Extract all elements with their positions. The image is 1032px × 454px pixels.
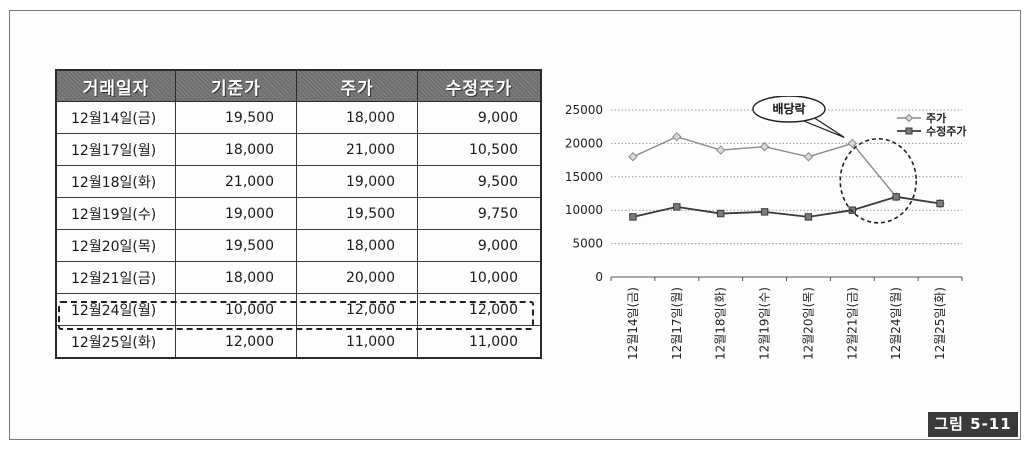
cell-base-price: 21,000	[175, 165, 297, 198]
series-line-2	[632, 195, 941, 218]
header-base-price: 기준가	[175, 69, 297, 102]
header-adjusted-price: 수정주가	[417, 69, 542, 102]
cell-price: 19,000	[296, 165, 418, 198]
cell-price: 12,000	[296, 293, 418, 326]
annotation-dashed-circle	[839, 138, 918, 224]
table-header-row: 거래일자 기준가 주가 수정주가	[55, 69, 542, 102]
cell-adjusted-price: 9,000	[417, 229, 542, 262]
cell-adjusted-price: 9,000	[417, 101, 542, 134]
cell-trade-date: 12월20일(목)	[55, 229, 176, 262]
legend-label-1: 주가	[926, 111, 946, 125]
x-tick-label: 12월20일(목)	[801, 287, 815, 360]
annotation-label: 배당락	[772, 101, 805, 116]
cell-price: 21,000	[296, 133, 418, 166]
y-tick-label: 0	[595, 270, 603, 284]
cell-trade-date: 12월14일(금)	[55, 101, 176, 134]
series-2-point	[892, 193, 900, 201]
cell-trade-date: 12월21일(금)	[55, 261, 176, 294]
cell-adjusted-price: 12,000	[417, 293, 542, 326]
cell-base-price: 18,000	[175, 261, 297, 294]
series-2-point	[673, 203, 681, 211]
series-1-point	[847, 138, 858, 149]
series-2-point	[716, 209, 725, 218]
cell-adjusted-price: 10,000	[417, 261, 542, 294]
cell-price: 18,000	[296, 101, 418, 134]
series-line-1	[632, 135, 941, 205]
line-chart: 0 5000 10000 15000 20000 25000 12월14일(금) 12월17일…	[565, 95, 966, 360]
cell-trade-date: 12월25일(화)	[55, 325, 176, 359]
x-tick-label: 12월21일(금)	[845, 287, 859, 360]
cell-price: 18,000	[296, 229, 418, 262]
cell-adjusted-price: 10,500	[417, 133, 542, 166]
series-2-point	[804, 213, 813, 221]
cell-base-price: 18,000	[175, 133, 297, 166]
legend-marker-2	[905, 127, 913, 135]
cell-adjusted-price: 11,000	[417, 325, 542, 359]
cell-base-price: 10,000	[175, 293, 297, 326]
cell-adjusted-price: 9,500	[417, 165, 542, 198]
header-price: 주가	[296, 69, 418, 102]
cell-base-price: 19,000	[175, 197, 297, 230]
line-chart-container: 0 5000 10000 15000 20000 25000 12월14일(금) 12월17일…	[557, 95, 987, 386]
table-row-highlighted: 12월24일(월) 10,000 12,000 12,000	[55, 293, 542, 326]
legend-marker-1	[904, 113, 914, 123]
x-tick-label: 12월19일(수)	[758, 287, 772, 360]
x-tick-label: 12월24일(월)	[889, 287, 903, 360]
series-1-point	[628, 152, 638, 162]
cell-trade-date: 12월19일(수)	[55, 197, 176, 230]
y-tick-label: 10000	[565, 203, 603, 217]
legend-label-2: 수정주가	[926, 124, 966, 138]
header-trade-date: 거래일자	[55, 69, 176, 102]
x-tick-label: 12월14일(금)	[626, 287, 640, 360]
y-tick-label: 5000	[572, 237, 603, 251]
cell-trade-date: 12월17일(월)	[55, 133, 176, 166]
series-2-point	[848, 206, 857, 214]
y-tick-label: 20000	[565, 136, 603, 150]
y-tick-label: 15000	[565, 170, 603, 184]
table-row: 12월14일(금) 19,500 18,000 9,000	[55, 101, 542, 134]
cell-price: 20,000	[296, 261, 418, 294]
cell-base-price: 12,000	[175, 325, 297, 359]
table-row: 12월17일(월) 18,000 21,000 10,500	[55, 133, 542, 166]
cell-price: 19,500	[296, 197, 418, 230]
table-row: 12월18일(화) 21,000 19,000 9,500	[55, 165, 542, 198]
table-row: 12월25일(화) 12,000 11,000 11,000	[55, 325, 542, 359]
annotation-bubble	[752, 95, 826, 123]
series-1-point	[803, 152, 814, 162]
cell-trade-date: 12월18일(화)	[55, 165, 176, 198]
x-tick-label: 12월25일(화)	[933, 287, 947, 360]
stock-price-table: 거래일자 기준가 주가 수정주가 12월14일(금) 19,500 18,000…	[55, 69, 542, 359]
table-row: 12월20일(목) 19,500 18,000 9,000	[55, 229, 542, 262]
series-2-point	[629, 213, 637, 221]
series-2-point	[936, 199, 944, 208]
table-row: 12월19일(수) 19,000 19,500 9,750	[55, 197, 542, 230]
series-1-point	[759, 142, 770, 152]
cell-adjusted-price: 9,750	[417, 197, 542, 230]
series-2-point	[760, 208, 769, 216]
x-tick-label: 12월18일(화)	[714, 287, 728, 360]
cell-trade-date: 12월24일(월)	[55, 293, 176, 326]
y-tick-label: 25000	[565, 103, 603, 117]
figure-label: 그림 5-11	[928, 412, 1018, 437]
stock-price-table-container: 거래일자 기준가 주가 수정주가 12월14일(금) 19,500 18,000…	[55, 69, 542, 359]
cell-base-price: 19,500	[175, 229, 297, 262]
cell-price: 11,000	[296, 325, 418, 359]
table-row: 12월21일(금) 18,000 20,000 10,000	[55, 261, 542, 294]
series-1-point	[672, 132, 682, 142]
cell-base-price: 19,500	[175, 101, 297, 134]
x-tick-label: 12월17일(월)	[670, 287, 684, 360]
series-1-point	[715, 145, 726, 155]
